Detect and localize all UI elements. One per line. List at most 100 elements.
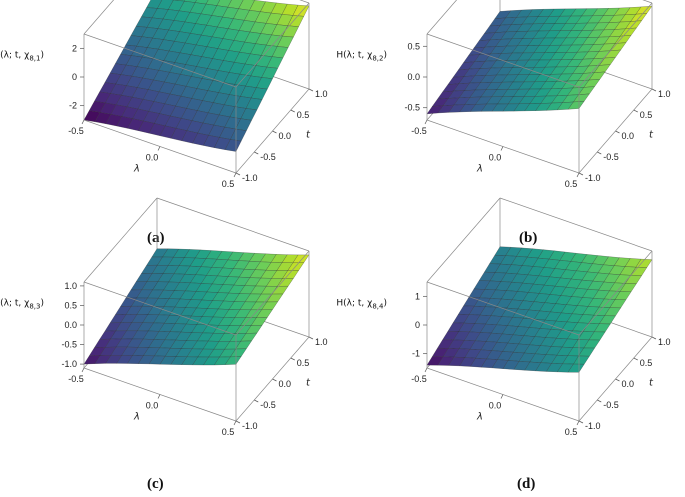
box-edge <box>578 250 653 336</box>
y-tick-label: 1.0 <box>315 89 328 99</box>
y-axis-label: t <box>306 129 311 140</box>
x-axis-label: λ <box>476 163 483 174</box>
x-tick-mark <box>576 172 580 178</box>
caption-d: (d) <box>517 476 536 492</box>
y-tick-label: -1.0 <box>242 421 258 431</box>
y-tick-mark <box>578 420 584 424</box>
x-tick-mark <box>500 146 504 151</box>
box-edge <box>426 0 458 35</box>
y-tick-mark <box>651 336 657 340</box>
surface-mesh <box>83 248 310 366</box>
y-tick-mark <box>235 420 241 424</box>
surface-patch <box>567 100 585 110</box>
caption-a: (a) <box>147 230 165 246</box>
x-tick-label: 0.5 <box>222 179 235 189</box>
x-tick-label: 0.5 <box>565 179 578 189</box>
y-tick-label: -0.5 <box>603 400 619 410</box>
panel-b: -0.5 0.0 0.5 λ -1.0 -0.5 0.0 0.5 1.0 t 0.5 0.0 -0.5 H… <box>336 0 685 225</box>
z-tick-label: 0 <box>415 320 420 330</box>
y-tick-label: 0.0 <box>279 131 292 141</box>
x-tick-mark <box>233 420 237 426</box>
x-tick-mark <box>81 367 85 373</box>
y-tick-label: 0.5 <box>297 110 310 120</box>
box-edge <box>83 0 115 35</box>
y-axis: -1.0 -0.5 0.0 0.5 1.0 t <box>578 336 671 431</box>
x-tick-label: 0.0 <box>489 401 502 411</box>
z-axis: 2 0 -2 H(λ; t, χ8,1) <box>0 43 84 111</box>
y-tick-mark <box>578 172 584 176</box>
surface-mesh <box>83 0 310 152</box>
z-axis: 1 0 -1 H(λ; t, χ8,4) <box>336 291 427 359</box>
y-tick-mark <box>597 399 602 403</box>
y-tick-label: 0.5 <box>640 110 653 120</box>
y-tick-mark <box>272 130 277 134</box>
z-tick-label: 1.0 <box>64 281 77 291</box>
y-axis-label: t <box>649 129 654 140</box>
z-tick-label: 1 <box>415 291 420 301</box>
surface-patch <box>224 356 242 365</box>
y-tick-mark <box>651 88 657 92</box>
y-axis-label: t <box>649 377 654 388</box>
box-edge <box>426 33 580 88</box>
y-tick-label: 1.0 <box>658 89 671 99</box>
y-tick-label: -1.0 <box>585 421 601 431</box>
panel-c: -0.5 0.0 0.5 λ -1.0 -0.5 0.0 0.5 1.0 t 1.0 0.5 0.0 -0… <box>0 197 342 473</box>
y-tick-label: -0.5 <box>260 152 276 162</box>
z-axis-label: H(λ; t, χ8,1) <box>0 51 44 63</box>
box-edge <box>83 33 237 88</box>
box-edge <box>156 197 310 252</box>
y-tick-mark <box>290 357 295 361</box>
y-tick-label: -1.0 <box>242 173 258 183</box>
y-axis: -1.0 -0.5 0.0 0.5 1.0 t <box>578 88 671 183</box>
y-tick-mark <box>290 109 295 113</box>
box-edge <box>426 281 580 336</box>
y-axis-label: t <box>306 377 311 388</box>
x-tick-mark <box>157 394 161 399</box>
y-tick-mark <box>615 130 620 134</box>
box-edge <box>426 197 501 283</box>
x-tick-label: -0.5 <box>411 374 427 384</box>
x-tick-label: -0.5 <box>68 126 84 136</box>
x-tick-mark <box>233 172 237 178</box>
z-axis: 1.0 0.5 0.0 -0.5 -1.0 H(λ; t, χ8,3) <box>0 281 84 369</box>
y-tick-mark <box>308 336 314 340</box>
y-axis: -1.0 -0.5 0.0 0.5 1.0 t <box>235 88 328 183</box>
y-tick-mark <box>633 357 638 361</box>
z-tick-label: -0.5 <box>61 340 77 350</box>
y-tick-label: 0.5 <box>640 358 653 368</box>
x-tick-mark <box>424 367 428 373</box>
x-tick-label: 0.5 <box>222 427 235 437</box>
x-axis-label: λ <box>133 163 140 174</box>
z-tick-label: -0.5 <box>404 103 420 113</box>
x-axis: -0.5 0.0 0.5 λ <box>68 119 237 189</box>
z-axis-label: H(λ; t, χ8,4) <box>336 299 387 311</box>
x-axis: -0.5 0.0 0.5 λ <box>68 367 237 437</box>
y-tick-label: 0.5 <box>297 358 310 368</box>
y-tick-mark <box>615 378 620 382</box>
y-axis: -1.0 -0.5 0.0 0.5 1.0 t <box>235 336 328 431</box>
y-tick-mark <box>272 378 277 382</box>
caption-c: (c) <box>147 476 164 492</box>
x-axis: -0.5 0.0 0.5 λ <box>411 119 580 189</box>
y-tick-mark <box>254 151 259 155</box>
surface-plot-c: -0.50.00.5λ-1.0-0.50.00.51.0t1.00.50.0-0… <box>0 197 328 437</box>
y-tick-label: -0.5 <box>603 152 619 162</box>
surface-patch <box>567 363 585 373</box>
y-tick-mark <box>597 151 602 155</box>
x-axis: -0.5 0.0 0.5 λ <box>411 367 580 437</box>
box-edge <box>499 197 653 252</box>
panel-d: -0.5 0.0 0.5 λ -1.0 -0.5 0.0 0.5 1.0 t 1 0 -1 H(λ; t,… <box>336 197 685 473</box>
y-tick-mark <box>308 88 314 92</box>
x-tick-mark <box>424 119 428 125</box>
y-tick-label: -1.0 <box>585 173 601 183</box>
y-tick-label: 0.0 <box>279 379 292 389</box>
surface-patch <box>224 139 242 152</box>
x-axis-label: λ <box>133 411 140 422</box>
z-tick-label: 0 <box>72 72 77 82</box>
x-tick-mark <box>157 146 161 151</box>
box-edge <box>578 2 653 88</box>
z-axis-label: H(λ; t, χ8,2) <box>336 51 387 63</box>
z-tick-label: -2 <box>69 101 77 111</box>
surface-plot-a: -0.5 0.0 0.5 λ -1.0 -0.5 0.0 0.5 1.0 t 2 0 -2 H(λ; t,… <box>0 0 328 189</box>
x-tick-label: -0.5 <box>68 374 84 384</box>
